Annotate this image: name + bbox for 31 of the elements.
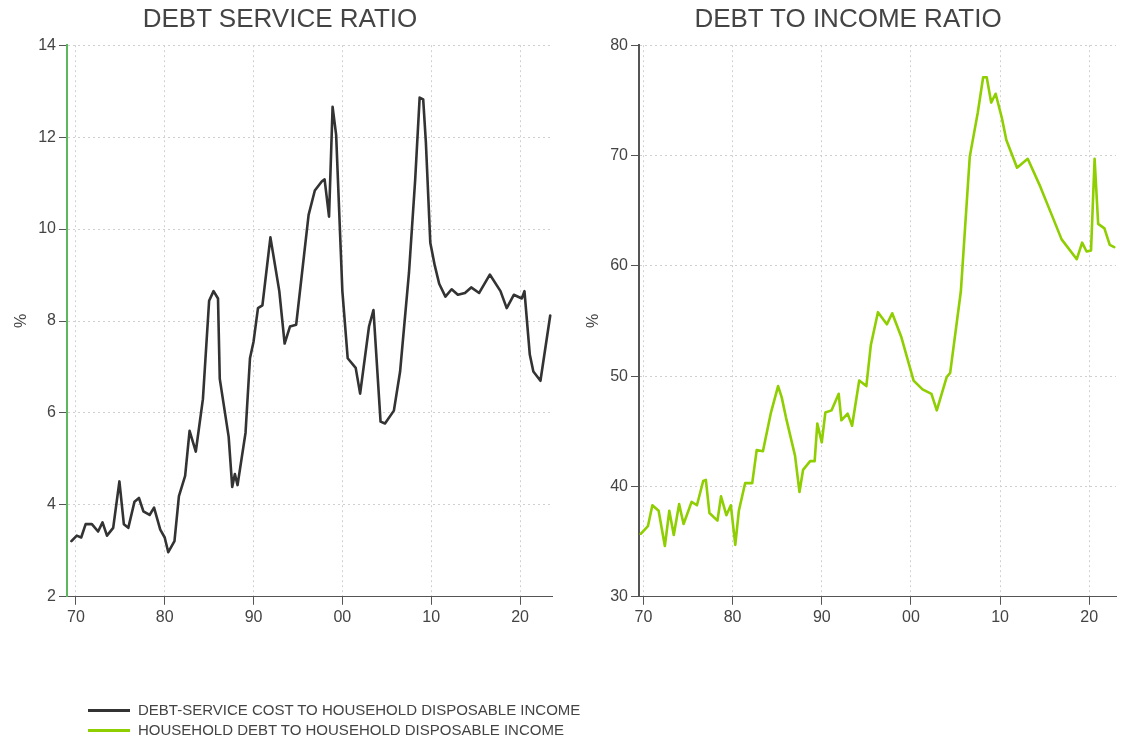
y-tick-label: 60 xyxy=(610,256,629,274)
x-tick-label: 20 xyxy=(511,607,530,625)
y-tick-label: 10 xyxy=(38,219,57,237)
y-tick-label: 6 xyxy=(47,403,57,421)
y-tick-label: 4 xyxy=(47,495,57,513)
x-tick-label: 90 xyxy=(812,607,831,625)
y-tick-label: 80 xyxy=(610,35,629,53)
y-axis-title: % xyxy=(12,313,30,329)
y-tick-label: 8 xyxy=(47,311,57,329)
chart-title: DEBT SERVICE RATIO xyxy=(142,2,418,33)
y-tick-label: 70 xyxy=(610,145,629,163)
x-tick-label: 00 xyxy=(902,607,920,625)
y-tick-label: 30 xyxy=(610,587,629,605)
x-tick-label: 80 xyxy=(723,607,742,625)
legend-label: HOUSEHOLD DEBT TO HOUSEHOLD DISPOSABLE INCOME xyxy=(138,720,564,740)
x-tick-label: 10 xyxy=(422,607,441,625)
y-axis-title: % xyxy=(584,313,602,329)
x-tick-label: 20 xyxy=(1080,607,1099,625)
chart-title: DEBT TO INCOME RATIO xyxy=(694,2,1002,33)
x-tick-label: 00 xyxy=(333,607,352,625)
y-tick-label: 40 xyxy=(610,476,629,494)
x-tick-label: 70 xyxy=(634,607,653,625)
y-tick-label: 50 xyxy=(610,366,629,384)
y-tick-label: 12 xyxy=(38,127,57,145)
y-tick-label: 14 xyxy=(38,35,57,53)
legend-label: DEBT-SERVICE COST TO HOUSEHOLD DISPOSABLE INCOME xyxy=(138,700,581,720)
x-tick-label: 80 xyxy=(155,607,174,625)
x-tick-label: 70 xyxy=(66,607,85,625)
x-tick-label: 90 xyxy=(244,607,263,625)
y-tick-label: 2 xyxy=(47,587,57,605)
x-tick-label: 10 xyxy=(991,607,1010,625)
